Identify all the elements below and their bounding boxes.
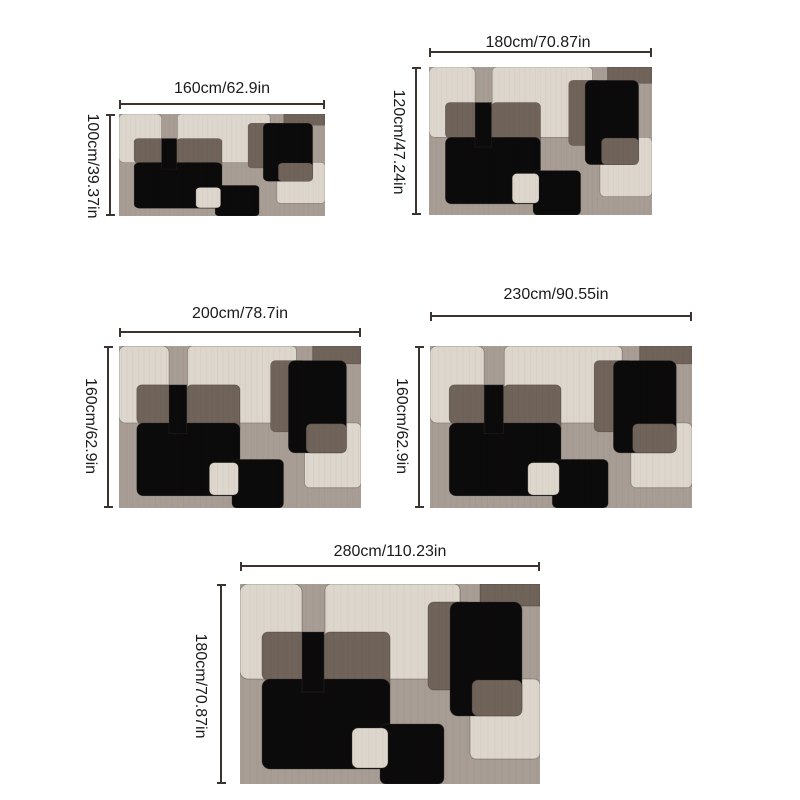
rug-pattern-block <box>209 462 239 496</box>
rug-pattern-block <box>351 727 389 769</box>
height-dimension-line <box>414 346 424 508</box>
rug-pattern-block <box>601 137 639 165</box>
height-dimension-line <box>105 114 115 216</box>
height-label: 180cm/70.87in <box>192 633 209 739</box>
rug-pattern-block <box>448 384 488 425</box>
width-label: 230cm/90.55in <box>503 286 609 303</box>
rug-pattern-block <box>161 138 177 170</box>
width-label: 180cm/70.87in <box>485 34 591 51</box>
rug-pattern-block <box>471 679 523 717</box>
rug-pattern-block <box>301 631 325 693</box>
rug-image <box>429 67 652 215</box>
height-label: 100cm/39.37in <box>84 113 101 219</box>
rug-image <box>430 346 692 508</box>
rug-image <box>240 584 540 784</box>
height-label: 120cm/47.24in <box>390 89 407 195</box>
rug-pattern-block <box>483 384 504 434</box>
width-label: 280cm/110.23in <box>333 543 447 560</box>
rug-pattern <box>430 346 692 508</box>
width-label: 200cm/78.7in <box>191 305 289 322</box>
rug-pattern-block <box>195 187 221 209</box>
height-dimension-line <box>216 584 226 784</box>
width-dimension-line <box>240 561 540 571</box>
rug-pattern-block <box>168 384 188 434</box>
rug-pattern <box>240 584 540 784</box>
rug-pattern-block <box>278 162 313 182</box>
rug-pattern-block <box>632 423 677 454</box>
height-dimension-line <box>103 346 113 508</box>
width-label: 160cm/62.9in <box>173 80 271 97</box>
rug-pattern <box>119 346 361 508</box>
rug-pattern <box>119 114 325 216</box>
width-dimension-line <box>119 99 325 109</box>
height-dimension-line <box>411 67 421 215</box>
width-dimension-line <box>119 327 361 337</box>
rug-pattern-block <box>527 462 560 496</box>
rug-pattern <box>429 67 652 215</box>
width-dimension-line <box>429 47 652 57</box>
width-dimension-line <box>430 311 692 321</box>
rug-pattern-block <box>133 138 165 164</box>
rug-pattern-block <box>136 384 173 425</box>
rug-image <box>119 346 361 508</box>
rug-pattern-block <box>474 102 492 148</box>
height-label: 160cm/62.9in <box>393 377 410 475</box>
rug-pattern-block <box>532 170 581 215</box>
rug-pattern-block <box>511 173 540 204</box>
rug-image <box>119 114 325 216</box>
rug-pattern-block <box>305 423 347 454</box>
height-label: 160cm/62.9in <box>82 377 99 475</box>
